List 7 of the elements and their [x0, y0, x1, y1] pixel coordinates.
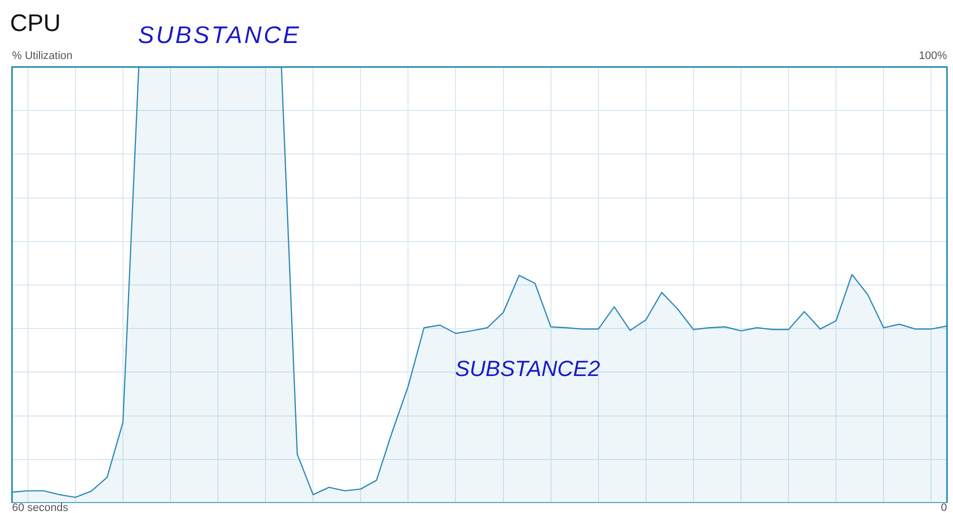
annotation: 0	[940, 502, 947, 513]
y-axis-title: % Utilization	[12, 50, 73, 62]
annotation: SUBSTANCE2	[455, 356, 600, 382]
text: 100%	[918, 50, 947, 62]
chart-title: CPU	[10, 10, 61, 38]
annotation: 60 seconds	[12, 502, 68, 513]
text: SUBSTANCE	[138, 22, 301, 50]
